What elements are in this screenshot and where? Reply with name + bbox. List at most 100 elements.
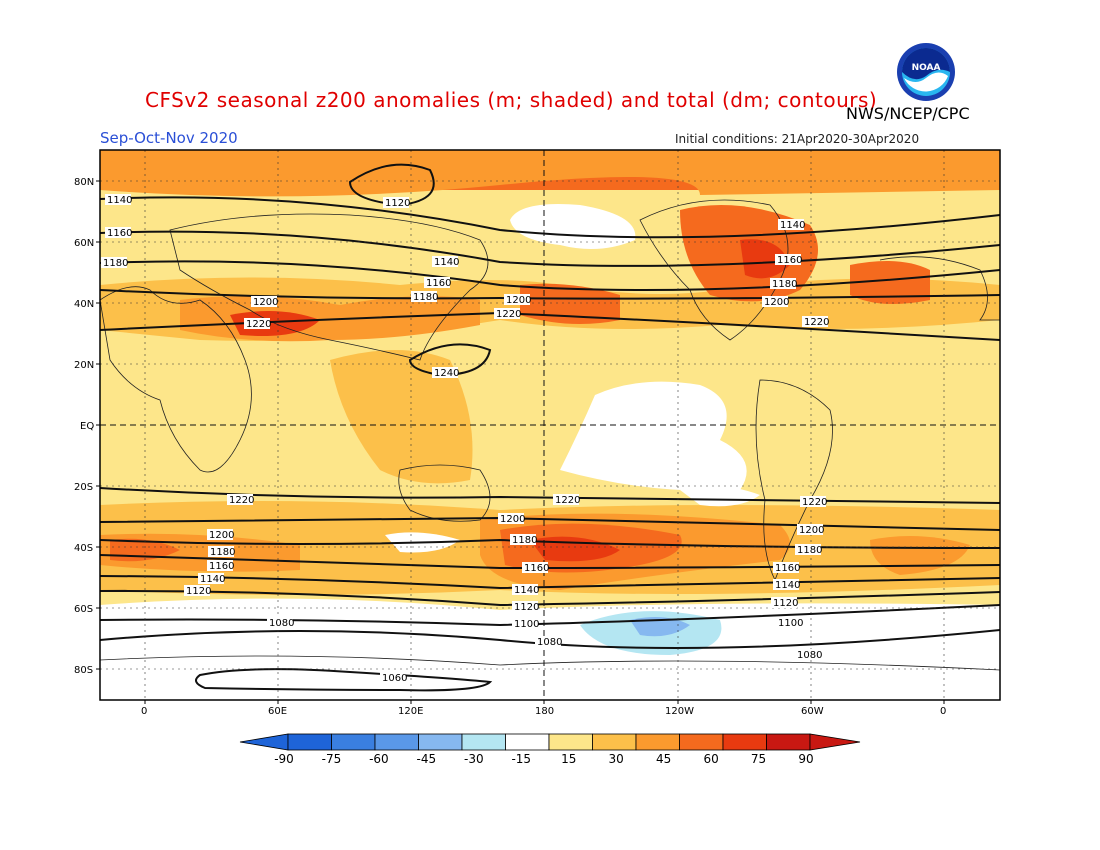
contour-label: 1160: [522, 562, 549, 574]
lon-label: 120W: [665, 706, 694, 717]
svg-text:1180: 1180: [103, 258, 128, 269]
equator-dateline: [100, 150, 1000, 700]
lon-label: 60W: [801, 706, 824, 717]
noaa-logo-text: NOAA: [912, 63, 941, 73]
colorbar-swatch: [548, 733, 593, 751]
contour-1140-sh: [100, 575, 1000, 590]
colorbar-tick-label: -90: [274, 752, 294, 766]
contour-1240: [408, 343, 492, 377]
season-label: Sep-Oct-Nov 2020: [100, 129, 238, 147]
contour-label: 1160: [207, 560, 234, 572]
svg-text:1080: 1080: [537, 637, 562, 648]
svg-text:1220: 1220: [246, 319, 271, 330]
colorbar-swatch: [374, 733, 419, 751]
lat-label: 20S: [74, 482, 93, 493]
svg-text:1220: 1220: [555, 495, 580, 506]
contour-label: 1100: [512, 618, 539, 630]
latitude-axis: 80N 60N 40N 20N EQ 20S 40S 60S 80S: [74, 177, 100, 676]
svg-text:1200: 1200: [799, 525, 824, 536]
lat-label: 40N: [74, 299, 94, 310]
contour-1120-sh: [100, 589, 1000, 607]
colorbar-swatch: [331, 733, 376, 751]
contour-label: 1220: [227, 494, 254, 506]
contour-label: 1080: [535, 636, 562, 648]
svg-text:1140: 1140: [775, 580, 800, 591]
svg-text:1240: 1240: [434, 368, 459, 379]
svg-text:1180: 1180: [210, 547, 235, 558]
colorbar-tick-label: -15: [511, 752, 531, 766]
contour-label: 1180: [411, 291, 438, 303]
svg-text:1200: 1200: [506, 295, 531, 306]
contour-label: 1120: [512, 601, 539, 613]
svg-text:1220: 1220: [496, 309, 521, 320]
contour-1160-nh: [100, 230, 1000, 267]
contour-label: 1100: [776, 617, 803, 629]
contour-label: 1120: [771, 597, 798, 609]
contour-label: 1180: [795, 544, 822, 556]
svg-text:1160: 1160: [775, 563, 800, 574]
initial-conditions-label: Initial conditions: 21Apr2020-30Apr2020: [675, 132, 920, 146]
colorbar-swatch: [766, 733, 811, 751]
colorbar-tick-label: -60: [369, 752, 389, 766]
svg-text:1200: 1200: [764, 297, 789, 308]
svg-text:1100: 1100: [778, 618, 803, 629]
lat-label: 60N: [74, 238, 94, 249]
contour-label: 1200: [797, 524, 824, 536]
svg-text:1220: 1220: [229, 495, 254, 506]
colorbar-arrow-right: [809, 733, 861, 751]
contour-label: 1200: [504, 294, 531, 306]
colorbar-tick-label: 75: [751, 752, 766, 766]
lon-label: 120E: [398, 706, 423, 717]
svg-text:1140: 1140: [200, 574, 225, 585]
contour-label: 1140: [432, 256, 459, 268]
contour-label: 1240: [432, 367, 459, 379]
colorbar-tick-label: 90: [798, 752, 813, 766]
contour-label: 1180: [770, 278, 797, 290]
svg-text:1160: 1160: [777, 255, 802, 266]
contour-label: 1200: [207, 529, 234, 541]
colorbar-tick-label: 60: [703, 752, 718, 766]
colorbar-swatch: [679, 733, 724, 751]
colorbar-tick-label: 15: [561, 752, 576, 766]
africa-outline: [100, 286, 252, 473]
lat-label: 40S: [74, 543, 93, 554]
contour-label: 1160: [773, 562, 800, 574]
colorbar-swatch: [418, 733, 463, 751]
svg-text:1080: 1080: [797, 650, 822, 661]
contour-label: 1140: [778, 219, 805, 231]
svg-text:1120: 1120: [773, 598, 798, 609]
noaa-logo: NOAA: [897, 43, 955, 101]
contour-label: 1220: [244, 318, 271, 330]
svg-text:1160: 1160: [426, 278, 451, 289]
contour-label-group: 1120 1140 1160 1180 1140 1160 1180 1200 …: [101, 194, 829, 684]
contour-label: 1140: [105, 194, 132, 206]
colorbar-arrow-left: [239, 733, 289, 751]
svg-text:1180: 1180: [772, 279, 797, 290]
contour-label: 1200: [762, 296, 789, 308]
lat-label: 80S: [74, 665, 93, 676]
contour-1060: [195, 668, 493, 692]
svg-text:1220: 1220: [802, 497, 827, 508]
contour-label: 1220: [802, 316, 829, 328]
contour-1120-nh: [348, 163, 435, 207]
contour-label: 1160: [105, 227, 132, 239]
svg-text:1200: 1200: [500, 514, 525, 525]
lat-label: 20N: [74, 360, 94, 371]
svg-text:1160: 1160: [107, 228, 132, 239]
colorbar-swatch: [505, 733, 550, 751]
contour-label: 1180: [510, 534, 537, 546]
south-america-outline: [755, 379, 833, 581]
australia-outline: [398, 464, 491, 522]
contour-label: 1120: [383, 197, 410, 209]
svg-text:1140: 1140: [434, 257, 459, 268]
lat-label: 60S: [74, 604, 93, 615]
svg-text:1100: 1100: [514, 619, 539, 630]
colorbar-tick-label: 30: [609, 752, 624, 766]
svg-text:1120: 1120: [385, 198, 410, 209]
colorbar-swatch: [722, 733, 767, 751]
lon-label: 60E: [268, 706, 287, 717]
colorbar-tick-label: 45: [656, 752, 671, 766]
contour-1080-sh: [100, 629, 1000, 649]
contour-label: 1160: [424, 277, 451, 289]
